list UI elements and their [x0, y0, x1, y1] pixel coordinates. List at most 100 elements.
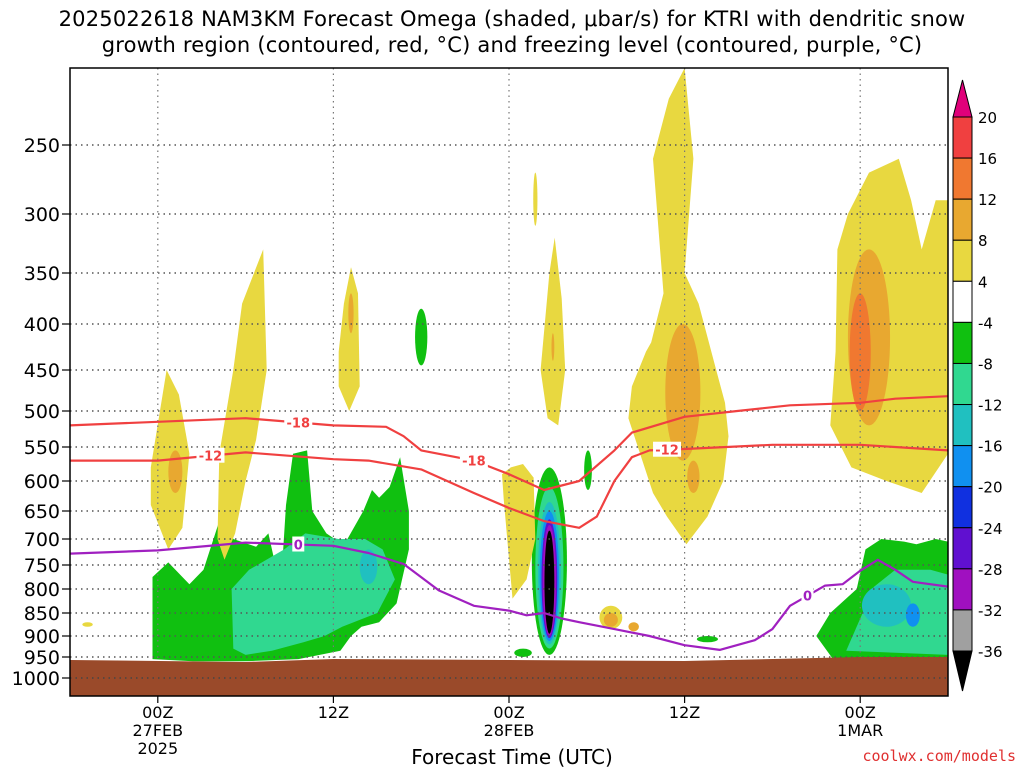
contour-label-bg--12 [196, 447, 225, 463]
colorbar-box-0 [952, 116, 973, 159]
shade-ascent-low-b [696, 636, 718, 643]
shade-ascent-right-blue [905, 603, 920, 627]
colorbar-label-13: -36 [978, 643, 1003, 661]
colorbar-label-11: -28 [978, 561, 1003, 579]
chart-title: 2025022618 NAM3KM Forecast Omega (shaded… [0, 6, 1024, 58]
shade-descent-g-core [665, 324, 701, 461]
x-tick-label-0-2: 2025 [137, 739, 178, 758]
shade-core-black [544, 530, 555, 634]
y-tick-label-1000: 1000 [12, 668, 60, 690]
contour-label-bg-0 [292, 536, 305, 552]
shade-ascent-upper-b [584, 450, 592, 491]
colorbar-label-5: -4 [978, 314, 993, 332]
shade-descent-i [628, 622, 639, 632]
shade-descent-e-core [551, 333, 555, 361]
y-tick-label-450: 450 [24, 360, 60, 382]
colorbar-label-3: 8 [978, 232, 988, 250]
credit-text: coolwx.com/models [862, 747, 1016, 765]
contour-label-bg--18 [459, 452, 488, 468]
contour-label--18: -18 [287, 417, 311, 432]
shade-descent-c [338, 267, 360, 411]
colorbar-box-6 [952, 362, 973, 406]
title-line-2: growth region (contoured, red, °C) and f… [101, 33, 923, 57]
contour-label-bg-0 [801, 587, 814, 603]
contour-label--12: -12 [655, 444, 679, 459]
contour-label--12: -12 [199, 450, 223, 465]
shade-ascent-low-a [514, 648, 532, 657]
colorbar-box-2 [952, 198, 973, 241]
y-tick-label-250: 250 [24, 135, 60, 157]
colorbar-box-12 [952, 609, 973, 652]
x-tick-label-40-0: 00Z [845, 703, 876, 722]
shade-descent-k [82, 622, 93, 627]
y-tick-label-750: 750 [24, 555, 60, 577]
contour-label--18: -18 [462, 455, 486, 470]
shade-descent-b [217, 249, 267, 560]
contour-label-0: 0 [803, 590, 812, 605]
colorbar-box-4 [952, 280, 973, 323]
y-tick-label-500: 500 [24, 401, 60, 423]
x-tick-label-0-0: 00Z [142, 703, 173, 722]
shade-descent-h-core [603, 613, 618, 627]
shade-ascent-right-teal [861, 584, 912, 627]
colorbar-box-10 [952, 527, 973, 570]
colorbar-box-3 [952, 239, 973, 282]
contour-line--18 [70, 395, 948, 492]
y-tick-label-600: 600 [24, 471, 60, 493]
colorbar-box-1 [952, 157, 973, 200]
shade-descent-a-core [168, 450, 183, 494]
x-tick-label-30-0: 12Z [669, 703, 700, 722]
colorbar-label-10: -24 [978, 520, 1003, 538]
x-tick-label-0-1: 27FEB [132, 721, 183, 740]
y-tick-label-650: 650 [24, 501, 60, 523]
contour-line--12 [70, 443, 948, 529]
colorbar-label-8: -16 [978, 438, 1003, 456]
title-line-1: 2025022618 NAM3KM Forecast Omega (shaded… [58, 7, 966, 31]
shade-descent-g-core-b [687, 460, 700, 493]
colorbar-label-9: -20 [978, 479, 1003, 497]
contour-label-0: 0 [294, 539, 303, 554]
shade-descent-c-core [348, 293, 354, 334]
y-tick-label-800: 800 [24, 579, 60, 601]
x-tick-label-40-1: 1MAR [837, 721, 883, 740]
contour-line-0 [70, 541, 948, 651]
shade-ascent-upper-a [415, 308, 428, 366]
y-tick-label-400: 400 [24, 314, 60, 336]
colorbar-box-5 [952, 321, 973, 364]
shade-ascent-left-teal [359, 549, 378, 585]
y-tick-label-350: 350 [24, 263, 60, 285]
colorbar-box-11 [952, 568, 973, 611]
x-tick-label-20-1: 28FEB [484, 721, 535, 740]
y-tick-label-900: 900 [24, 626, 60, 648]
contour-label-bg--18 [284, 414, 313, 430]
colorbar-label-2: 12 [978, 191, 997, 209]
x-tick-label-10-0: 12Z [318, 703, 349, 722]
ground-fill [70, 657, 948, 696]
colorbar-label-1: 16 [978, 150, 997, 168]
shade-descent-f [533, 172, 538, 226]
colorbar: 20 16 12 8 4 -4 -8 -12 -16 -20 -24 -28 -32 -36 [952, 79, 1003, 692]
colorbar-box-8 [952, 445, 973, 488]
colorbar-label-7: -12 [978, 397, 1003, 415]
contour-lines: -18 -18 -12 -12 0 0 [70, 395, 948, 651]
colorbar-label-0: 20 [978, 109, 997, 127]
y-tick-label-550: 550 [24, 437, 60, 459]
ground-layer [70, 657, 948, 696]
shade-descent-j-peak [849, 293, 871, 412]
colorbar-label-12: -32 [978, 602, 1003, 620]
shade-descent-e [540, 237, 566, 426]
colorbar-label-6: -8 [978, 355, 993, 373]
colorbar-box-9 [952, 486, 973, 529]
grid-lines [70, 68, 948, 696]
y-tick-label-950: 950 [24, 647, 60, 669]
x-axis-label: Forecast Time (UTC) [411, 745, 613, 769]
y-axis-ticks: 2503003504004505005506006507007508008509… [12, 135, 70, 690]
y-tick-label-300: 300 [24, 204, 60, 226]
colorbar-label-4: 4 [978, 273, 988, 291]
contour-label-bg--12 [653, 441, 682, 457]
y-tick-label-850: 850 [24, 603, 60, 625]
colorbar-box-7 [952, 404, 973, 447]
colorbar-bottom-arrow [952, 650, 973, 692]
